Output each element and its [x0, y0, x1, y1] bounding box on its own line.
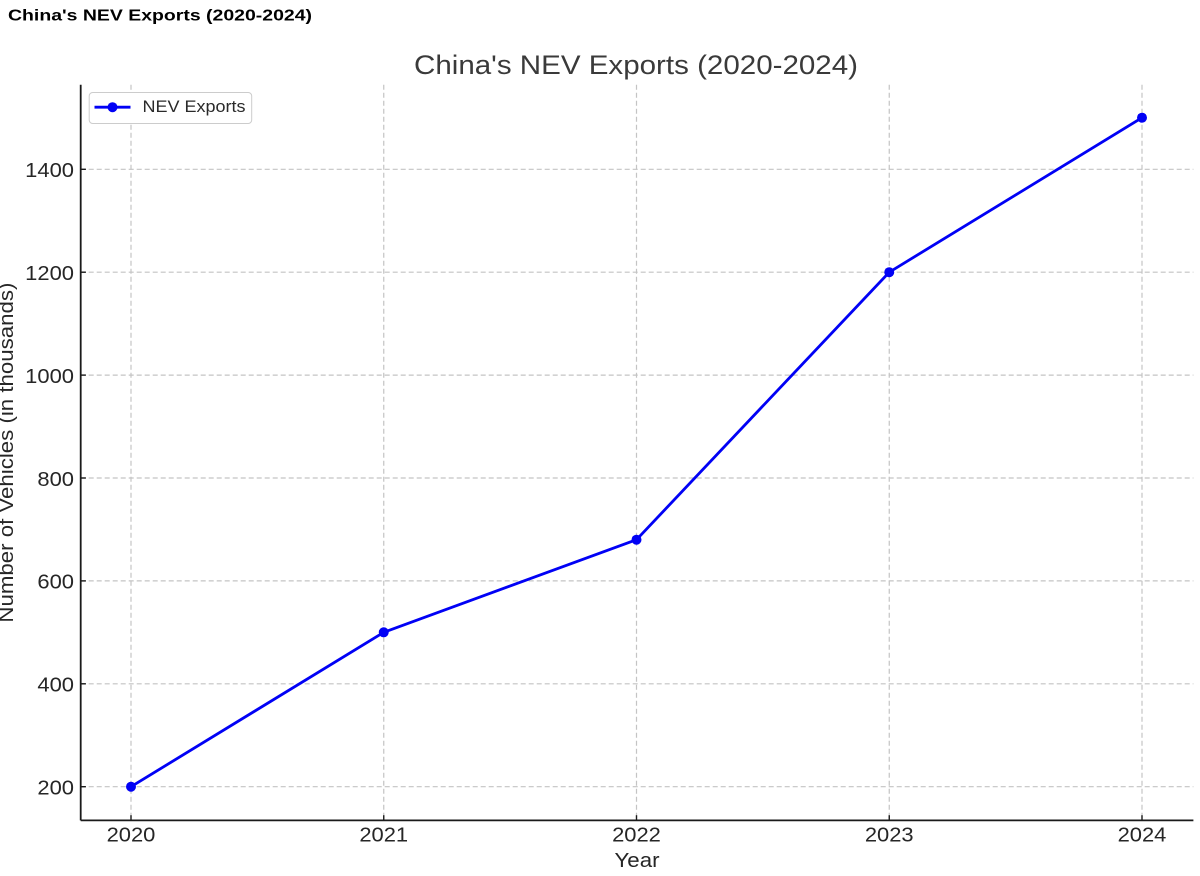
svg-text:800: 800 — [37, 469, 74, 491]
svg-text:600: 600 — [37, 572, 74, 594]
svg-text:2021: 2021 — [359, 825, 408, 847]
svg-text:2020: 2020 — [107, 825, 156, 847]
svg-text:2024: 2024 — [1118, 825, 1167, 847]
svg-text:400: 400 — [37, 675, 74, 697]
svg-text:Number of Vehicles (in thousan: Number of Vehicles (in thousands) — [0, 283, 18, 623]
svg-text:2023: 2023 — [865, 825, 914, 847]
svg-text:1000: 1000 — [25, 366, 74, 388]
svg-text:NEV Exports: NEV Exports — [143, 97, 246, 116]
svg-text:200: 200 — [37, 778, 74, 800]
svg-text:China's NEV Exports (2020-2024: China's NEV Exports (2020-2024) — [8, 8, 312, 25]
svg-text:1200: 1200 — [25, 263, 74, 285]
svg-text:Year: Year — [615, 850, 660, 872]
svg-text:China's NEV Exports (2020-2024: China's NEV Exports (2020-2024) — [414, 50, 858, 80]
svg-text:2022: 2022 — [612, 825, 661, 847]
svg-text:1400: 1400 — [25, 160, 74, 182]
